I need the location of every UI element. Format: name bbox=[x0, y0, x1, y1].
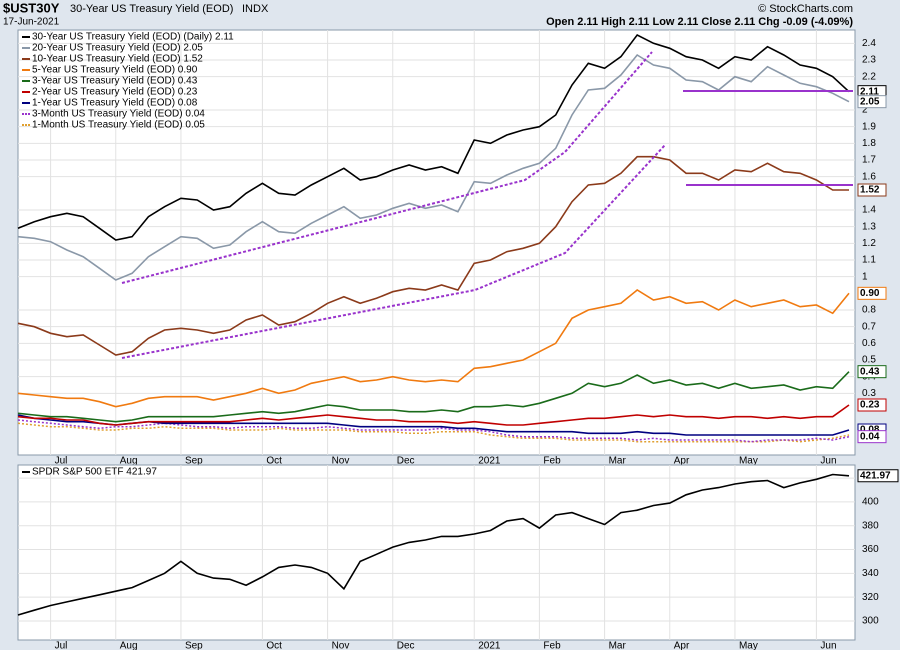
plot-area bbox=[17, 464, 856, 641]
series-line bbox=[17, 404, 850, 426]
y-tick-label: 2 bbox=[862, 105, 868, 116]
copyright: © StockCharts.com bbox=[758, 3, 853, 15]
x-tick-label: Jun bbox=[820, 641, 836, 650]
value-label: 0.90 bbox=[860, 288, 880, 299]
y-tick-label: 1.7 bbox=[862, 155, 876, 166]
legend-label: 20-Year US Treasury Yield (EOD) 2.05 bbox=[32, 43, 203, 54]
y-tick-label: 2.2 bbox=[862, 71, 876, 82]
y-tick-label: 1.1 bbox=[862, 255, 876, 266]
value-label-box bbox=[857, 183, 887, 197]
x-tick-label: Dec bbox=[397, 641, 415, 650]
x-tick-label: Nov bbox=[332, 641, 350, 650]
value-label-box bbox=[857, 286, 887, 300]
y-tick-label: 320 bbox=[862, 592, 879, 603]
trendline bbox=[121, 51, 653, 284]
x-tick-label: Sep bbox=[185, 456, 203, 467]
series-line bbox=[17, 53, 850, 281]
y-tick-label: 1.9 bbox=[862, 121, 876, 132]
symbol: $UST30Y bbox=[3, 0, 60, 15]
y-tick-label: 1 bbox=[862, 271, 868, 282]
value-label: 0.08 bbox=[860, 425, 880, 436]
x-tick-label: May bbox=[739, 456, 758, 467]
y-tick-label: 1.8 bbox=[862, 138, 876, 149]
x-tick-label: Apr bbox=[674, 641, 690, 650]
value-label: 0.23 bbox=[860, 400, 880, 411]
y-tick-label: 0.8 bbox=[862, 305, 876, 316]
x-tick-label: 2021 bbox=[478, 456, 501, 467]
legend-label: 2-Year US Treasury Yield (EOD) 0.23 bbox=[32, 87, 198, 98]
y-tick-label: 0.5 bbox=[862, 355, 876, 366]
legend-label: 5-Year US Treasury Yield (EOD) 0.90 bbox=[32, 65, 198, 76]
y-tick-label: 1.3 bbox=[862, 221, 876, 232]
y-tick-label: 360 bbox=[862, 544, 879, 555]
y-tick-label: 380 bbox=[862, 520, 879, 531]
value-label: 2.11 bbox=[860, 86, 879, 97]
value-label-box bbox=[857, 469, 899, 483]
value-label: 0.04 bbox=[860, 431, 880, 442]
x-tick-label: Nov bbox=[332, 456, 350, 467]
legend-label: 1-Year US Treasury Yield (EOD) 0.08 bbox=[32, 98, 198, 109]
y-tick-label: 0.3 bbox=[862, 388, 876, 399]
value-label: 1.52 bbox=[860, 185, 880, 196]
exchange: INDX bbox=[242, 3, 269, 15]
x-tick-label: Oct bbox=[266, 641, 282, 650]
x-tick-label: Aug bbox=[120, 456, 138, 467]
x-tick-label: 2021 bbox=[478, 641, 501, 650]
x-tick-label: Jun bbox=[820, 456, 836, 467]
y-tick-label: 400 bbox=[862, 497, 879, 508]
legend-label: 1-Month US Treasury Yield (EOD) 0.05 bbox=[32, 120, 205, 131]
y-tick-label: 1.4 bbox=[862, 205, 876, 216]
trendlines bbox=[121, 51, 853, 359]
y-tick-label: 2.3 bbox=[862, 55, 876, 66]
series-line bbox=[17, 33, 850, 241]
y-tick-label: 0.6 bbox=[862, 338, 876, 349]
legend-label: SPDR S&P 500 ETF 421.97 bbox=[32, 467, 157, 478]
value-label-box bbox=[857, 365, 887, 379]
legend-label: 10-Year US Treasury Yield (EOD) 1.52 bbox=[32, 54, 203, 65]
series-line bbox=[17, 422, 850, 443]
series-line bbox=[17, 419, 850, 443]
y-tick-label: 0.7 bbox=[862, 321, 876, 332]
x-tick-label: Mar bbox=[609, 456, 627, 467]
y-tick-label: 300 bbox=[862, 616, 879, 627]
legend-label: 3-Year US Treasury Yield (EOD) 0.43 bbox=[32, 76, 198, 87]
x-tick-label: Oct bbox=[266, 456, 282, 467]
x-tick-label: Jul bbox=[55, 456, 68, 467]
value-label-box bbox=[857, 398, 887, 412]
x-tick-label: Aug bbox=[120, 641, 138, 650]
x-tick-label: Sep bbox=[185, 641, 203, 650]
y-tick-label: 340 bbox=[862, 568, 879, 579]
x-tick-label: May bbox=[739, 641, 758, 650]
x-tick-label: Feb bbox=[543, 456, 561, 467]
value-label: 2.05 bbox=[860, 96, 880, 107]
quote: Open 2.11 High 2.11 Low 2.11 Close 2.11 … bbox=[546, 16, 853, 28]
plots: 0.30.40.50.60.70.811.11.21.31.41.61.71.8… bbox=[17, 29, 899, 650]
y-tick-label: 2.4 bbox=[862, 38, 876, 49]
value-label-box bbox=[857, 430, 887, 444]
legend-label: 3-Month US Treasury Yield (EOD) 0.04 bbox=[32, 109, 205, 120]
legend-label: 30-Year US Treasury Yield (EOD) (Daily) … bbox=[32, 32, 234, 43]
trendline bbox=[121, 144, 666, 359]
x-tick-label: Mar bbox=[609, 641, 627, 650]
y-tick-label: 1.2 bbox=[862, 238, 876, 249]
plot-area bbox=[17, 29, 856, 456]
x-tick-label: Apr bbox=[674, 456, 690, 467]
x-tick-label: Dec bbox=[397, 456, 415, 467]
x-tick-label: Jul bbox=[55, 641, 68, 650]
value-label-box bbox=[857, 95, 887, 109]
symbol-name: 30-Year US Treasury Yield (EOD) bbox=[70, 3, 233, 15]
date: 17-Jun-2021 bbox=[3, 17, 60, 28]
series-line bbox=[17, 473, 850, 616]
value-label: 0.43 bbox=[860, 366, 880, 377]
series-line bbox=[17, 289, 850, 408]
x-tick-label: Feb bbox=[543, 641, 561, 650]
series-line bbox=[17, 371, 850, 423]
value-label: 421.97 bbox=[860, 470, 891, 481]
series-line bbox=[17, 155, 849, 356]
y-tick-label: 1.6 bbox=[862, 171, 876, 182]
